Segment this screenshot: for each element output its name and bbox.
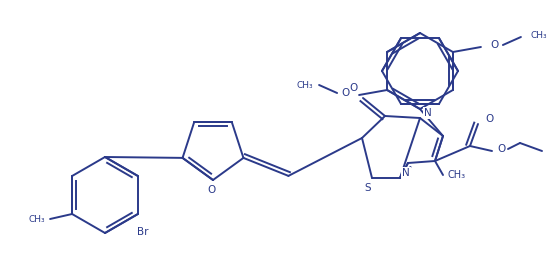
Text: CH₃: CH₃: [29, 214, 45, 223]
Text: CH₃: CH₃: [297, 81, 314, 89]
Text: O: O: [497, 144, 505, 154]
Text: N: N: [402, 168, 410, 178]
Text: CH₃: CH₃: [531, 31, 547, 39]
Text: S: S: [365, 183, 371, 193]
Text: Br: Br: [137, 227, 148, 237]
Text: O: O: [208, 185, 216, 195]
Text: CH₃: CH₃: [448, 170, 466, 180]
Text: O: O: [486, 114, 494, 124]
Text: O: O: [491, 40, 499, 50]
Text: O: O: [349, 83, 357, 93]
Text: O: O: [341, 88, 349, 98]
Text: N: N: [424, 108, 432, 118]
